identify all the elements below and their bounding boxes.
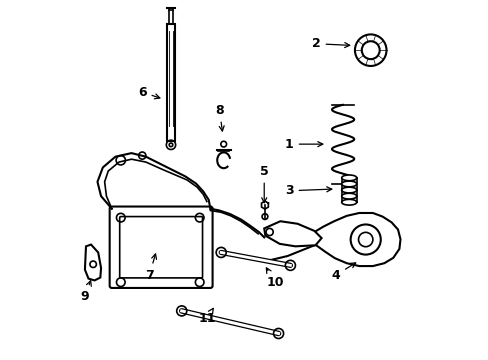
Text: 3: 3	[285, 184, 331, 197]
Text: 6: 6	[138, 86, 160, 99]
Text: 1: 1	[285, 138, 322, 150]
Text: 10: 10	[265, 268, 283, 289]
Text: 8: 8	[215, 104, 224, 131]
Text: 9: 9	[81, 281, 91, 303]
Bar	[166, 24, 175, 140]
Ellipse shape	[341, 175, 356, 181]
Text: 7: 7	[145, 254, 156, 282]
Circle shape	[169, 143, 172, 147]
Polygon shape	[306, 213, 400, 266]
Text: 11: 11	[198, 308, 215, 325]
Polygon shape	[264, 221, 321, 246]
Text: 5: 5	[259, 165, 268, 203]
FancyBboxPatch shape	[109, 207, 212, 288]
Ellipse shape	[341, 187, 356, 193]
FancyBboxPatch shape	[120, 217, 202, 278]
Text: 4: 4	[331, 263, 355, 282]
Ellipse shape	[341, 199, 356, 205]
Ellipse shape	[341, 181, 356, 187]
Polygon shape	[85, 244, 101, 280]
Ellipse shape	[341, 193, 356, 199]
Text: 2: 2	[311, 37, 349, 50]
